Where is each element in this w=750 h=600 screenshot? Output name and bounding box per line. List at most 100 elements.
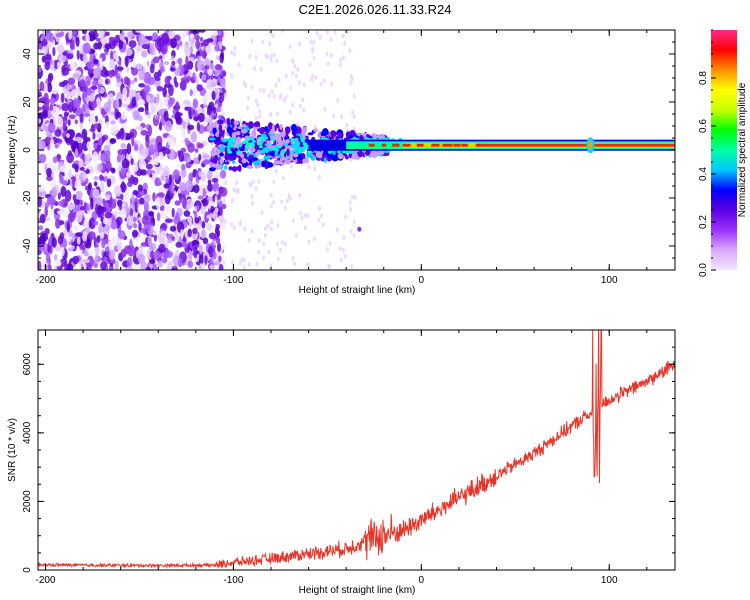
noise-blob: [39, 81, 45, 92]
noise-blob: [157, 192, 165, 198]
spectrogram-y-tick-label: 40: [22, 48, 33, 60]
noise-speckle: [302, 107, 306, 113]
noise-speckle: [328, 240, 332, 246]
signal-core-blob: [244, 139, 249, 144]
noise-speckle: [274, 82, 278, 88]
colorbar-tick-label: 0.0: [698, 263, 709, 277]
signal-cluster-blob: [219, 145, 226, 153]
noise-speckle: [231, 259, 235, 265]
noise-blob: [175, 212, 180, 222]
noise-speckle: [275, 111, 279, 117]
noise-blob: [72, 73, 80, 79]
noise-speckle: [237, 62, 241, 68]
noise-blob: [155, 115, 160, 121]
noise-speckle: [338, 246, 342, 252]
noise-blob: [141, 147, 149, 158]
signal-core-blob: [222, 139, 227, 143]
noise-speckle: [264, 53, 268, 59]
noise-blob: [133, 222, 138, 229]
noise-blob: [107, 70, 115, 75]
noise-speckle: [314, 75, 318, 81]
colorbar-tick-label: 0.8: [698, 71, 709, 85]
noise-speckle: [254, 115, 258, 121]
noise-blob: [148, 210, 155, 217]
noise-blob: [125, 266, 133, 270]
signal-cluster-blob: [228, 166, 233, 171]
noise-blob: [202, 39, 209, 47]
noise-speckle: [288, 109, 292, 115]
noise-blob: [180, 228, 184, 240]
noise-blob: [64, 90, 72, 100]
noise-speckle: [270, 57, 273, 63]
signal-cluster-blob: [251, 129, 257, 138]
noise-blob: [156, 197, 160, 210]
signal-cluster-blob: [267, 122, 273, 129]
noise-blob: [201, 221, 206, 229]
noise-blob: [56, 61, 61, 69]
noise-blob: [187, 216, 193, 224]
noise-speckle: [272, 179, 276, 185]
noise-speckle: [294, 232, 298, 238]
snr-y-tick-label: 4000: [22, 421, 33, 444]
noise-blob: [38, 225, 44, 231]
noise-blob: [45, 53, 52, 61]
noise-blob: [206, 170, 213, 181]
signal-core-blob: [264, 143, 269, 147]
noise-blob: [38, 196, 42, 208]
noise-speckle: [278, 247, 282, 253]
noise-speckle: [272, 52, 276, 58]
noise-blob: [147, 235, 153, 247]
noise-speckle: [215, 207, 219, 213]
noise-blob: [171, 236, 175, 242]
noise-speckle: [270, 226, 273, 232]
noise-blob: [39, 213, 46, 224]
noise-blob: [218, 200, 223, 208]
noise-speckle: [312, 55, 316, 61]
noise-blob: [219, 187, 228, 197]
noise-speckle: [246, 105, 249, 111]
spectrogram-y-label: Frequency (Hz): [7, 116, 18, 185]
noise-speckle: [258, 109, 262, 114]
noise-speckle: [298, 103, 302, 109]
noise-blob: [109, 138, 117, 144]
noise-blob: [219, 78, 225, 87]
noise-blob: [59, 176, 64, 184]
signal-cluster-blob: [320, 131, 327, 137]
noise-blob: [105, 78, 109, 85]
signal-cluster-blob: [267, 162, 274, 168]
noise-blob: [133, 143, 139, 152]
noise-speckle: [251, 200, 254, 206]
noise-blob: [66, 152, 74, 164]
noise-blob: [64, 189, 72, 202]
noise-speckle: [294, 73, 298, 79]
colorbar-tick-label: 0.6: [698, 119, 709, 133]
noise-blob: [114, 185, 122, 197]
noise-speckle: [342, 235, 346, 240]
signal-cluster-blob: [235, 136, 242, 144]
noise-blob: [62, 51, 68, 56]
noise-blob: [148, 94, 156, 103]
noise-blob: [65, 263, 74, 270]
signal-core-blob: [272, 147, 277, 151]
noise-speckle: [288, 195, 292, 201]
noise-speckle: [254, 186, 258, 192]
noise-blob: [137, 184, 143, 192]
noise-speckle: [307, 164, 311, 170]
signal-core-blob: [241, 140, 246, 144]
noise-blob: [83, 252, 90, 257]
noise-speckle: [258, 114, 262, 120]
noise-speckle: [269, 112, 273, 118]
noise-blob: [137, 107, 145, 113]
noise-blob: [96, 235, 101, 243]
noise-speckle: [343, 253, 347, 259]
signal-core-blob: [336, 150, 341, 154]
noise-blob: [199, 244, 203, 255]
noise-blob: [108, 249, 116, 261]
noise-blob: [188, 172, 193, 183]
noise-speckle: [263, 232, 267, 238]
noise-speckle: [313, 166, 317, 172]
noise-blob: [89, 128, 96, 132]
noise-speckle: [286, 198, 289, 204]
noise-blob: [208, 68, 213, 77]
